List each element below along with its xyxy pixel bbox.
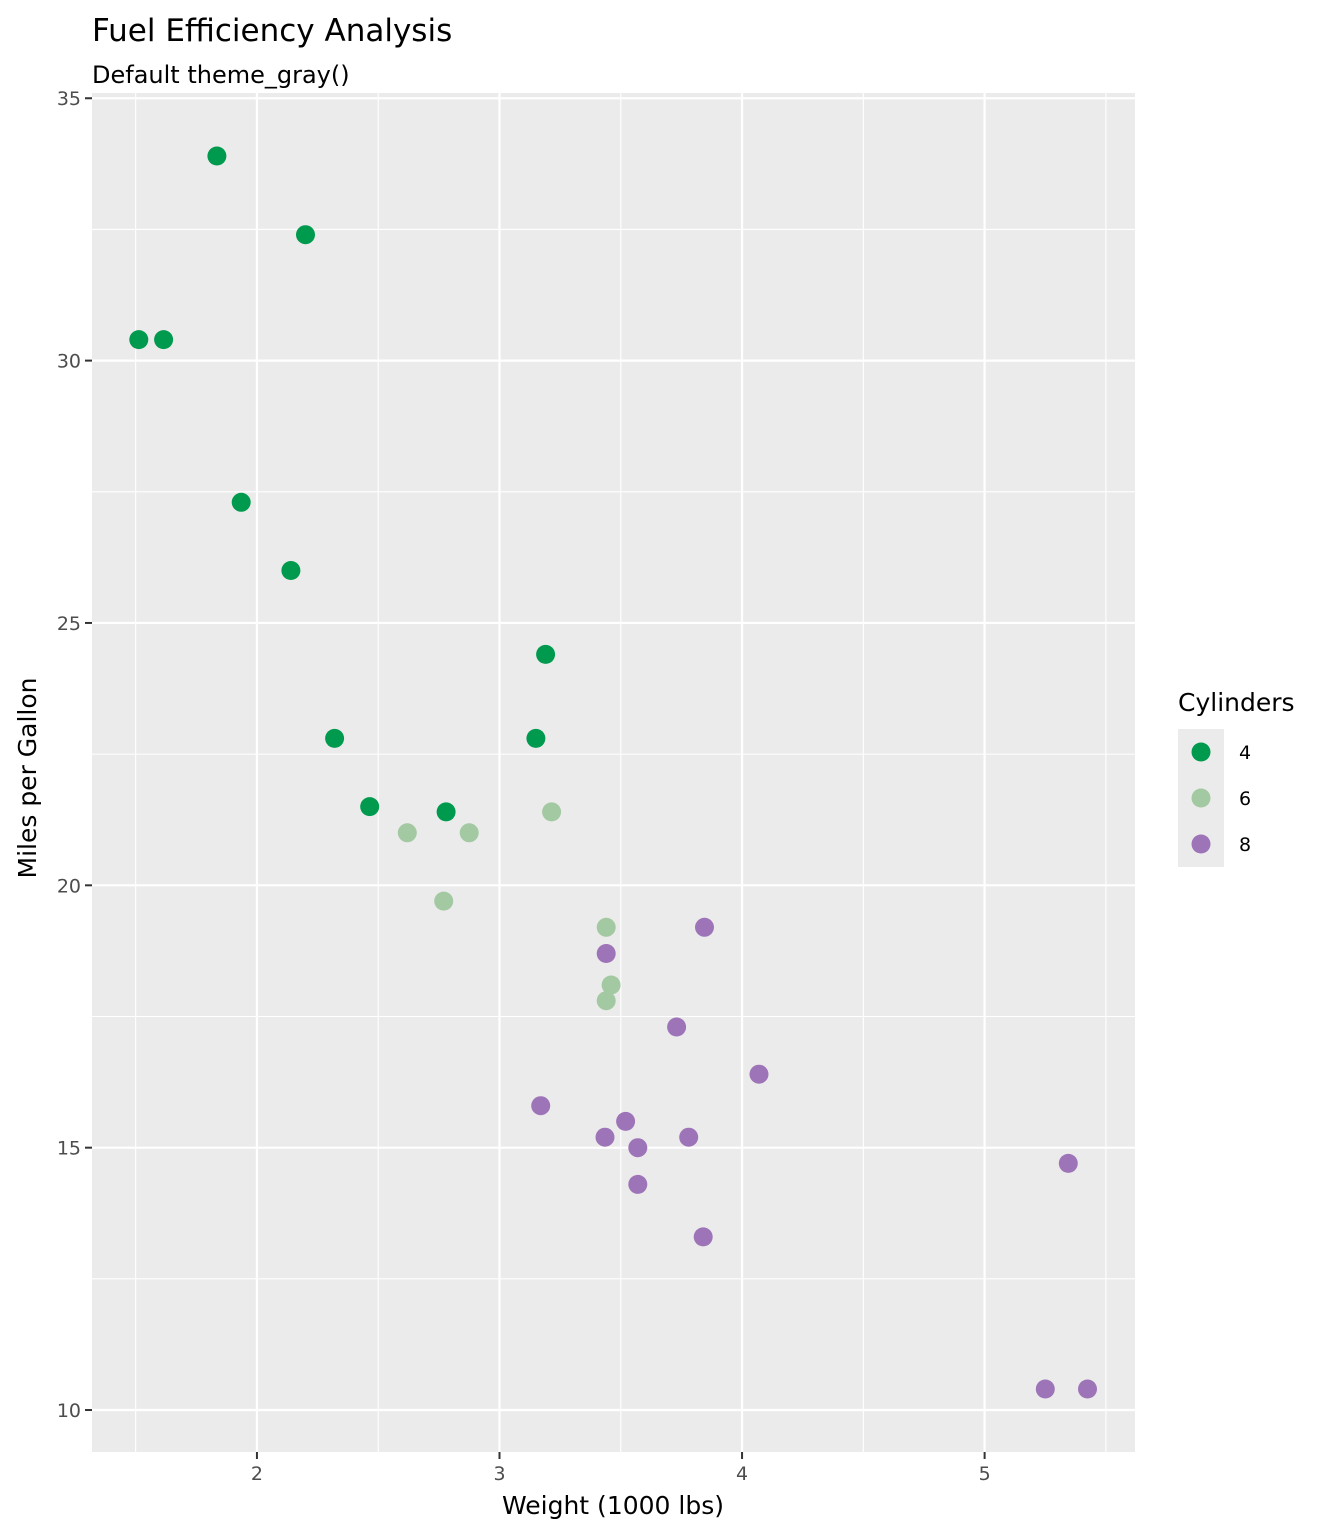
y-tick-label: 10 <box>57 1400 81 1422</box>
major-gridlines <box>92 93 1135 1452</box>
y-axis-label: Miles per Gallon <box>13 677 42 878</box>
x-tick-label: 2 <box>251 1463 263 1485</box>
data-point-cyl-8 <box>628 1174 648 1194</box>
data-point-cyl-8 <box>596 944 616 963</box>
data-point-cyl-6 <box>596 917 616 937</box>
data-point-cyl-6 <box>601 975 621 995</box>
data-point-cyl-8 <box>595 1127 615 1147</box>
data-point-cyl-4 <box>436 802 456 822</box>
legend-items: 4 6 8 <box>1178 729 1251 867</box>
x-axis-label: Weight (1000 lbs) <box>502 1491 724 1520</box>
data-point-cyl-8 <box>1058 1153 1078 1173</box>
y-axis: 10 15 20 25 30 35 <box>57 88 92 1422</box>
chart-subtitle: Default theme_gray() <box>92 61 350 89</box>
data-point-cyl-8 <box>695 917 714 937</box>
data-point-cyl-8 <box>679 1127 699 1147</box>
chart-title: Fuel Efficiency Analysis <box>92 13 452 49</box>
plot-panel <box>92 93 1135 1452</box>
data-point-cyl-6 <box>596 991 616 1011</box>
y-tick-label: 15 <box>57 1138 81 1160</box>
data-point-cyl-8 <box>628 1138 648 1158</box>
data-point-cyl-4 <box>325 728 345 748</box>
x-tick-label: 4 <box>736 1463 748 1485</box>
y-tick-label: 30 <box>57 351 81 373</box>
legend-key-cyl-6 <box>1191 788 1211 808</box>
data-point-cyl-8 <box>693 1227 713 1247</box>
legend-key-cyl-8 <box>1191 834 1211 854</box>
legend-label: 8 <box>1239 834 1251 856</box>
data-point-cyl-8 <box>749 1064 769 1084</box>
legend-key-cyl-4 <box>1191 742 1211 762</box>
y-tick-label: 20 <box>57 875 81 897</box>
data-point-cyl-6 <box>397 823 417 843</box>
y-tick-label: 35 <box>57 88 81 110</box>
x-tick-label: 5 <box>979 1463 991 1485</box>
data-point-cyl-4 <box>536 644 556 664</box>
data-point-cyl-8 <box>1035 1379 1055 1399</box>
legend-label: 4 <box>1239 742 1251 764</box>
data-point-cyl-8 <box>667 1017 687 1037</box>
minor-gridlines <box>92 93 1135 1452</box>
x-tick-label: 3 <box>493 1463 505 1485</box>
legend: Cylinders 4 6 8 <box>1178 688 1295 867</box>
data-point-cyl-4 <box>281 561 301 580</box>
x-axis: 2 3 4 5 <box>251 1452 991 1485</box>
legend-title: Cylinders <box>1178 688 1295 717</box>
data-point-cyl-8 <box>616 1111 636 1131</box>
data-point-cyl-4 <box>207 146 227 166</box>
data-point-cyl-6 <box>434 891 454 911</box>
data-point-cyl-6 <box>459 823 479 843</box>
data-point-cyl-6 <box>542 802 562 822</box>
y-tick-label: 25 <box>57 613 81 635</box>
data-point-cyl-4 <box>526 728 546 748</box>
data-point-cyl-4 <box>154 330 174 350</box>
data-point-cyl-8 <box>531 1096 551 1116</box>
data-point-cyl-4 <box>129 330 149 350</box>
data-point-cyl-4 <box>296 225 315 245</box>
data-point-cyl-8 <box>1078 1379 1097 1399</box>
data-point-cyl-4 <box>360 797 380 817</box>
legend-label: 6 <box>1239 788 1251 810</box>
data-point-cyl-4 <box>231 492 251 512</box>
data-points <box>129 146 1097 1399</box>
